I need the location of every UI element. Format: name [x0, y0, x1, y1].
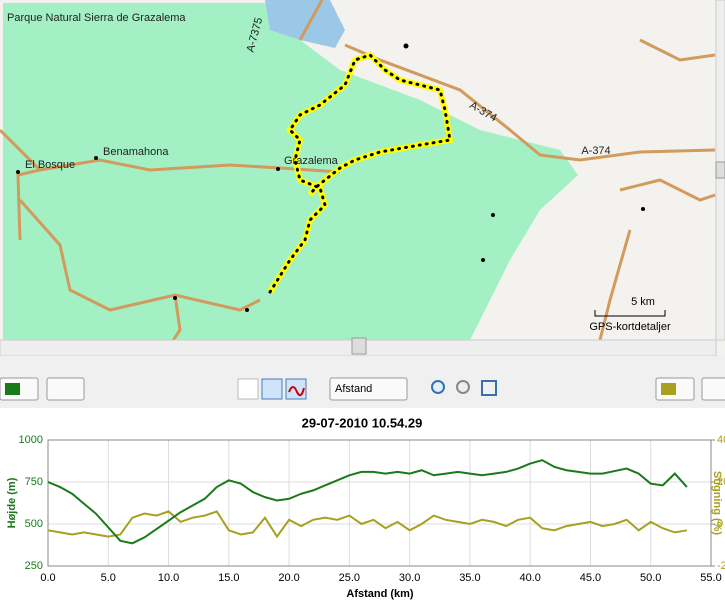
- h-scroll-thumb[interactable]: [351, 337, 367, 355]
- elevation-chart: 29-07-2010 10.54.29 Afstand (km) Højde (…: [0, 408, 725, 604]
- x-tick-label: 20.0: [278, 572, 299, 584]
- x-tick-label: 0.0: [40, 572, 55, 584]
- place-label: El Bosque: [25, 159, 75, 171]
- x-tick-label: 40.0: [519, 572, 540, 584]
- place-label: Benamahona: [103, 146, 169, 158]
- series-line: [47, 459, 688, 545]
- curve-icon: [288, 386, 305, 397]
- scale-bar: [594, 310, 666, 317]
- y-axis-title: Højde (m): [6, 477, 18, 528]
- road-label: A-374: [581, 145, 610, 157]
- fill-button[interactable]: [261, 378, 283, 400]
- place-label: Grazalema: [284, 155, 339, 167]
- series-line: [47, 510, 688, 539]
- style-button[interactable]: [46, 377, 85, 401]
- x-tick-label: 35.0: [459, 572, 480, 584]
- toolbar: Afstand: [0, 377, 725, 401]
- park-label: Parque Natural Sierra de Grazalema: [7, 12, 186, 24]
- x-tick-label: 50.0: [640, 572, 661, 584]
- scale-label: 5 km: [631, 296, 655, 308]
- place-dots: [16, 43, 645, 312]
- y2-tick-label: 0: [717, 518, 723, 530]
- y-tick-label: 1000: [19, 434, 43, 446]
- x-tick-label: 25.0: [339, 572, 360, 584]
- lake: [265, 0, 345, 48]
- x-tick-label: 5.0: [101, 572, 116, 584]
- style-button-2[interactable]: [701, 377, 725, 401]
- x-axis-title: Afstand (km): [346, 588, 414, 600]
- axis-mode-label: Afstand: [335, 383, 372, 395]
- axis-mode-select[interactable]: [329, 377, 408, 401]
- color-swatch: [5, 383, 20, 395]
- gps-track-points: [268, 53, 452, 294]
- y-tick-label: 500: [25, 518, 43, 530]
- v-scroll-thumb[interactable]: [715, 161, 725, 179]
- y2-tick-label: -20: [717, 560, 725, 572]
- y2-tick-label: 20: [717, 476, 725, 488]
- color-swatch-2: [661, 383, 676, 395]
- x-tick-label: 15.0: [218, 572, 239, 584]
- x-tick-label: 55.0: [700, 572, 721, 584]
- y-tick-label: 250: [25, 560, 43, 572]
- y2-tick-label: 40: [717, 434, 725, 446]
- x-tick-label: 45.0: [580, 572, 601, 584]
- zoom-out-button[interactable]: [456, 380, 470, 394]
- map[interactable]: Parque Natural Sierra de Grazalema A-737…: [0, 0, 725, 356]
- chart-title: 29-07-2010 10.54.29: [302, 415, 423, 430]
- x-tick-label: 30.0: [399, 572, 420, 584]
- attribution: GPS-kortdetaljer: [589, 321, 671, 333]
- plot-frame: [47, 439, 712, 567]
- y-tick-label: 750: [25, 476, 43, 488]
- park-area: [3, 3, 578, 340]
- crosshair-button[interactable]: [237, 378, 259, 400]
- zoom-in-button[interactable]: [431, 380, 445, 394]
- x-tick-label: 10.0: [158, 572, 179, 584]
- fit-button[interactable]: [481, 380, 497, 396]
- y2-axis-title: Stigning (%): [711, 471, 723, 535]
